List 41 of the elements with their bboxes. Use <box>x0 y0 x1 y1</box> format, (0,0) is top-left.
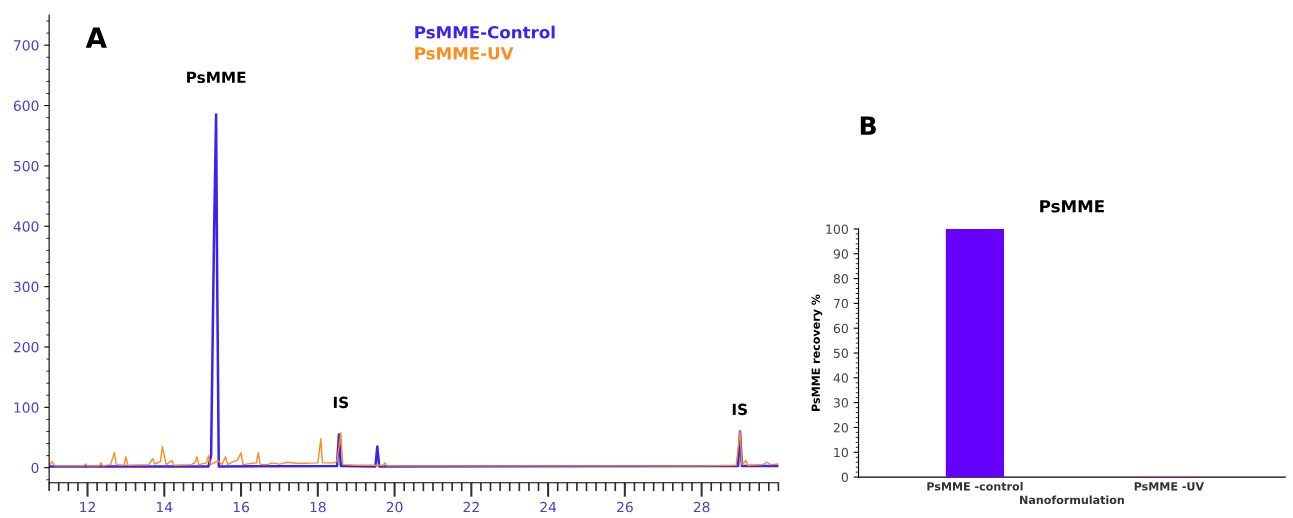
x-tick-label: PsMME -control <box>927 481 1023 491</box>
x-tick-label: PsMME -UV <box>1134 482 1204 491</box>
text: PsMME-UV <box>415 47 514 60</box>
x-tick-label: 12 <box>80 501 95 513</box>
y-tick-label: 50 <box>833 348 848 358</box>
y-tick-label: 70 <box>833 298 848 309</box>
y-tick-label: 90 <box>833 249 848 259</box>
line-series <box>49 430 779 467</box>
annotation: A <box>85 27 107 48</box>
x-tick-label: 14 <box>156 501 173 513</box>
x-axis-title: Nanoformulation <box>1020 495 1124 505</box>
y-tick-label: 20 <box>833 422 848 433</box>
x-tick-label: 28 <box>693 501 710 513</box>
y-tick-label: 10 <box>834 447 848 458</box>
chart-title: PsMME <box>1040 200 1104 213</box>
x-tick-label: 16 <box>233 501 249 513</box>
x-tick-label: 26 <box>617 501 633 513</box>
y-tick-label: 40 <box>833 373 848 383</box>
y-tick-label: 500 <box>13 160 39 172</box>
x-tick-label: 24 <box>540 501 557 513</box>
y-tick-label: 300 <box>13 281 39 293</box>
y-tick-label: 600 <box>13 100 39 112</box>
text: PsMME-Control <box>415 25 555 39</box>
x-tick-label: 20 <box>386 501 403 513</box>
text: B <box>860 116 876 135</box>
y-tick-label: 200 <box>13 341 39 353</box>
annotation: IS <box>333 396 349 409</box>
y-tick-label: 100 <box>14 402 39 413</box>
y-tick-label: 30 <box>833 398 848 408</box>
y-tick-label: 400 <box>13 221 39 232</box>
y-tick-label: 0 <box>841 472 848 482</box>
x-tick-label: 18 <box>310 501 326 513</box>
y-tick-label: 100 <box>826 224 848 234</box>
annotation: PsMME <box>187 71 246 84</box>
y-tick-label: 60 <box>833 323 848 334</box>
x-tick-label: 22 <box>463 501 479 513</box>
y-tick-label: 80 <box>833 274 848 284</box>
y-axis-title: PsMME recovery % <box>811 294 823 411</box>
annotation: IS <box>732 403 747 416</box>
y-tick-label: 0 <box>31 462 39 474</box>
y-tick-label: 700 <box>14 40 39 51</box>
